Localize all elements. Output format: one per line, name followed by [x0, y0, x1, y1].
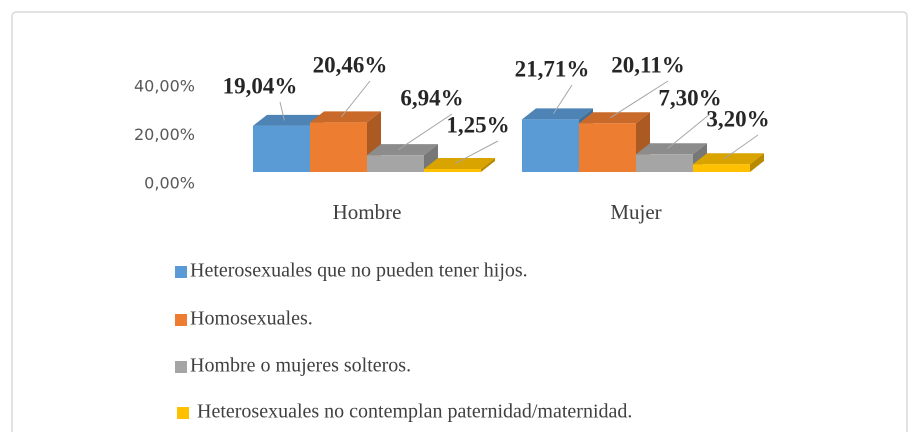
leader-line: [667, 113, 711, 150]
legend-label: Hombre o mujeres solteros.: [190, 355, 411, 377]
legend-label: Heterosexuales no contemplan paternidad/…: [197, 401, 632, 423]
y-tick-label: 40,00%: [134, 77, 195, 96]
y-tick-label: 0,00%: [144, 174, 195, 193]
legend-swatch: [175, 314, 187, 326]
bar: [693, 164, 750, 172]
bar: [579, 123, 636, 172]
chart-border: [11, 11, 908, 432]
bar-top: [310, 111, 381, 123]
leader-line: [340, 80, 371, 118]
data-label: 19,04%: [223, 73, 298, 98]
x-tick-label: Hombre: [333, 200, 402, 224]
bar-top: [253, 114, 324, 126]
legend-swatch: [175, 266, 187, 278]
legend-label: Homosexuales.: [190, 308, 313, 330]
bar-side: [424, 144, 438, 172]
x-tick-label: Mujer: [610, 200, 661, 224]
bar: [424, 168, 481, 172]
data-label: 6,94%: [400, 85, 463, 110]
bar: [367, 155, 424, 172]
bar: [253, 125, 310, 172]
data-label: 1,25%: [446, 112, 509, 137]
bar-side: [481, 157, 495, 172]
bar-top: [367, 144, 438, 156]
data-label: 3,20%: [706, 106, 769, 131]
bar-top: [693, 153, 764, 165]
y-tick-label: 20,00%: [134, 125, 195, 144]
leader-line: [552, 84, 573, 115]
bar-top: [424, 157, 495, 169]
leader-line: [724, 134, 759, 160]
data-label: 7,30%: [658, 85, 721, 110]
data-label: 20,11%: [611, 52, 684, 77]
bar: [310, 122, 367, 172]
legend-swatch: [177, 407, 189, 419]
bar: [522, 119, 579, 172]
bar-top: [636, 143, 707, 155]
leader-line: [279, 101, 285, 121]
bar: [636, 154, 693, 172]
leader-line: [398, 113, 453, 151]
leader-line: [455, 140, 499, 164]
legend-label: Heterosexuales que no pueden tener hijos…: [190, 260, 528, 282]
bar-side: [750, 153, 764, 172]
data-label: 20,46%: [313, 52, 388, 77]
bar-top: [579, 112, 650, 124]
leader-line: [610, 80, 669, 119]
legend-swatch: [175, 361, 187, 373]
data-label: 21,71%: [515, 56, 590, 81]
bar-top: [522, 108, 593, 120]
